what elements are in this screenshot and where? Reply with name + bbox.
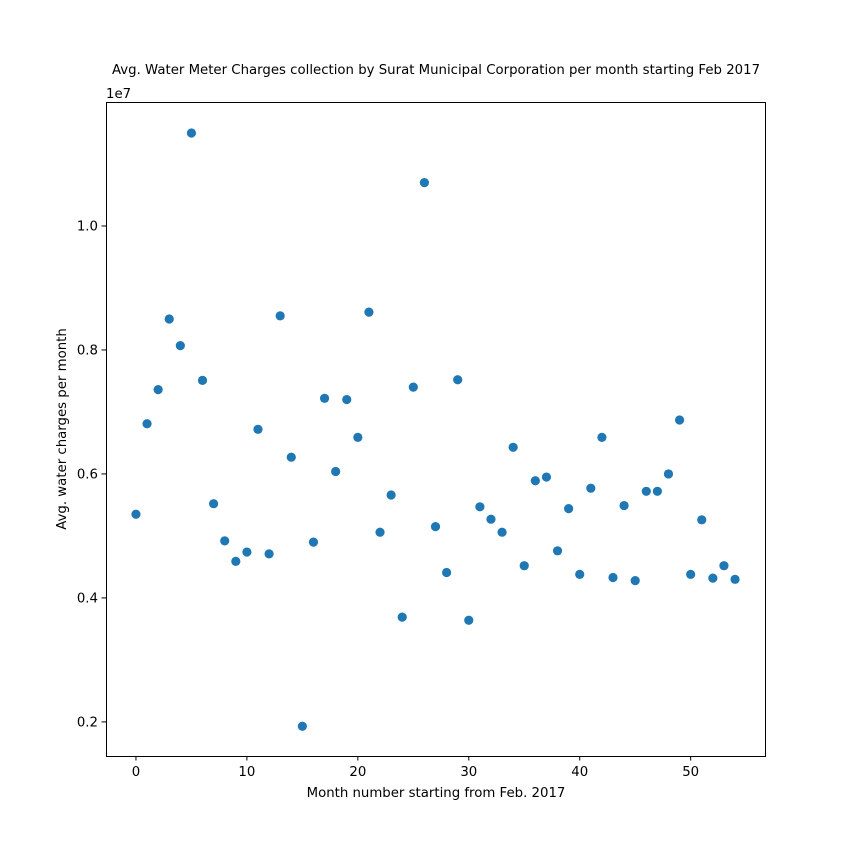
data-point xyxy=(297,721,307,731)
x-axis-label: Month number starting from Feb. 2017 xyxy=(307,786,566,801)
data-points xyxy=(131,128,740,731)
x-tick-label: 10 xyxy=(238,765,255,780)
data-point xyxy=(652,486,662,496)
data-point xyxy=(164,314,174,324)
data-point xyxy=(197,375,208,385)
data-point xyxy=(686,569,696,579)
plot-frame xyxy=(106,102,766,757)
data-point xyxy=(331,466,341,477)
x-tick-label: 40 xyxy=(571,765,588,780)
y-axis-offset-label: 1e7 xyxy=(106,87,131,102)
data-point xyxy=(353,432,363,442)
data-point xyxy=(242,547,252,557)
x-axis: 0 10 20 30 40 50 xyxy=(132,756,699,780)
data-point xyxy=(419,177,430,188)
data-point xyxy=(308,537,319,547)
data-point xyxy=(575,569,585,579)
y-tick-label: 0.4 xyxy=(77,591,98,606)
data-point xyxy=(641,486,651,496)
data-point xyxy=(131,509,141,519)
data-point xyxy=(342,394,352,405)
data-point xyxy=(552,546,563,556)
data-point xyxy=(708,573,718,583)
y-tick-label: 0.8 xyxy=(77,343,98,358)
data-point xyxy=(597,432,607,442)
data-point xyxy=(397,612,407,622)
data-point xyxy=(231,556,241,566)
data-point xyxy=(142,419,152,429)
data-point xyxy=(541,472,552,482)
data-point xyxy=(275,311,285,321)
data-point xyxy=(220,536,230,546)
y-tick-label: 0.6 xyxy=(77,467,98,482)
data-point xyxy=(486,514,496,524)
data-point xyxy=(564,504,574,514)
data-point xyxy=(530,476,540,486)
y-axis: 0.2 0.4 0.6 0.8 1.0 xyxy=(77,219,106,730)
data-point xyxy=(619,500,629,511)
data-point xyxy=(175,341,185,351)
data-point xyxy=(519,561,529,571)
data-point xyxy=(441,567,452,578)
data-point xyxy=(464,615,474,625)
data-point xyxy=(663,469,674,479)
data-point xyxy=(730,574,740,584)
data-point xyxy=(153,385,163,395)
data-point xyxy=(430,522,441,532)
data-point xyxy=(497,527,507,537)
data-point xyxy=(630,575,640,586)
y-tick-label: 1.0 xyxy=(77,219,98,234)
data-point xyxy=(319,393,330,403)
y-tick-label: 0.2 xyxy=(77,715,98,730)
data-point xyxy=(186,128,197,138)
data-point xyxy=(719,561,729,571)
data-point xyxy=(697,515,707,525)
plot-area xyxy=(106,102,766,757)
chart-title: Avg. Water Meter Charges collection by S… xyxy=(112,63,760,78)
x-tick-label: 0 xyxy=(132,765,140,780)
data-point xyxy=(608,572,618,583)
x-tick-label: 30 xyxy=(460,765,477,780)
data-point xyxy=(286,452,296,462)
data-point xyxy=(586,483,596,493)
x-tick-label: 20 xyxy=(349,765,366,780)
data-point xyxy=(209,499,219,509)
data-point xyxy=(386,490,396,500)
data-point xyxy=(253,424,263,434)
data-point xyxy=(375,527,385,537)
y-axis-label: Avg. water charges per month xyxy=(55,328,70,530)
data-point xyxy=(508,442,518,452)
data-point xyxy=(408,382,418,392)
data-point xyxy=(475,502,485,512)
data-point xyxy=(364,307,374,317)
data-point xyxy=(264,549,274,559)
data-point xyxy=(453,375,463,385)
x-tick-label: 50 xyxy=(682,765,699,780)
data-point xyxy=(674,415,685,425)
